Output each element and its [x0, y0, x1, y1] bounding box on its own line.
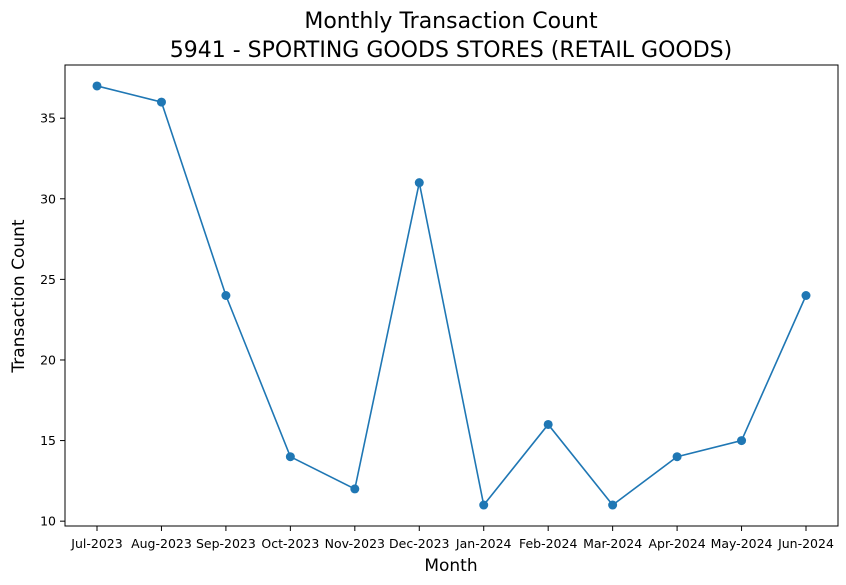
data-point — [285, 452, 295, 462]
x-tick-label: Jan-2024 — [455, 536, 512, 551]
x-tick-label: May-2024 — [711, 536, 773, 551]
data-point — [350, 484, 360, 494]
x-tick-label: Mar-2024 — [583, 536, 642, 551]
y-tick-label: 30 — [40, 191, 56, 206]
x-tick-label: Jul-2023 — [70, 536, 122, 551]
x-tick-label: Aug-2023 — [131, 536, 192, 551]
chart-title-line-1: Monthly Transaction Count — [304, 9, 598, 34]
series-group — [92, 81, 811, 510]
x-tick-label: Dec-2023 — [389, 536, 450, 551]
x-tick-label: Oct-2023 — [261, 536, 319, 551]
x-tick-label: Sep-2023 — [196, 536, 256, 551]
data-point — [608, 500, 618, 510]
y-tick-label: 25 — [40, 272, 56, 287]
x-tick-label: Jun-2024 — [777, 536, 834, 551]
data-point — [479, 500, 489, 510]
data-point — [156, 97, 166, 107]
y-axis-label: Transaction Count — [9, 219, 29, 373]
plot-area-frame — [64, 64, 839, 527]
data-point — [672, 452, 682, 462]
x-axis: Jul-2023 Aug-2023 Sep-2023 Oct-2023 Nov-2023… — [70, 526, 834, 551]
y-tick-label: 10 — [40, 514, 56, 529]
data-point — [543, 419, 553, 429]
series-line — [96, 85, 807, 507]
x-tick-label: Feb-2024 — [519, 536, 578, 551]
y-tick-label: 35 — [40, 111, 56, 126]
y-tick-label: 20 — [40, 352, 56, 367]
data-point — [737, 436, 747, 446]
data-point — [414, 178, 424, 188]
y-axis: 10 15 20 25 30 35 — [40, 111, 65, 529]
data-point — [801, 291, 811, 300]
x-axis-label: Month — [424, 556, 477, 576]
x-tick-label: Nov-2023 — [325, 536, 385, 551]
chart-title-line-2: 5941 - SPORTING GOODS STORES (RETAIL GOO… — [170, 38, 732, 63]
data-point — [221, 291, 231, 300]
data-point — [92, 81, 102, 91]
y-tick-label: 15 — [40, 433, 56, 448]
x-tick-label: Apr-2024 — [649, 536, 706, 551]
